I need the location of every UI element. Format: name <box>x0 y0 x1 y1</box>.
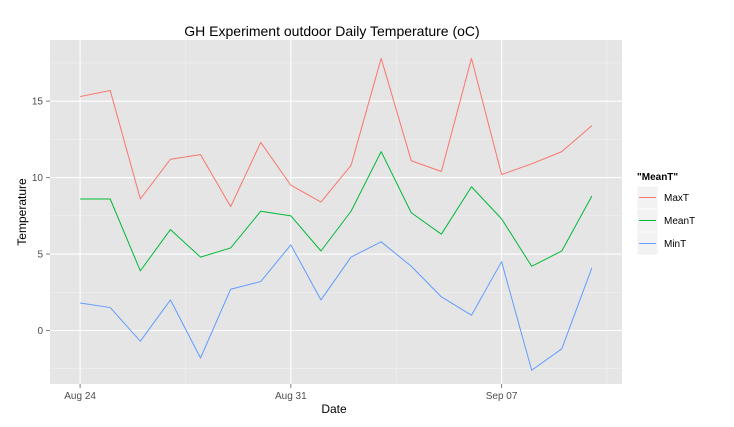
series-lines <box>80 57 593 371</box>
legend: "MeanT" MaxT MeanT MinT <box>636 172 695 256</box>
y-axis-title: Temperature <box>15 178 29 246</box>
legend-item-maxt: MaxT <box>636 185 689 210</box>
plot-panel <box>50 40 622 384</box>
y-tick-label: 5 <box>37 250 43 261</box>
legend-label: MeanT <box>664 216 695 227</box>
legend-title: "MeanT" <box>637 172 678 183</box>
legend-label: MaxT <box>664 193 689 204</box>
series-line-maxt <box>80 57 593 208</box>
chart-title: GH Experiment outdoor Daily Temperature … <box>184 23 479 39</box>
y-axis: 0 5 10 15 <box>32 97 50 337</box>
series-line-mint <box>80 241 593 371</box>
y-tick-label: 15 <box>32 97 44 108</box>
legend-item-meant: MeanT <box>636 208 695 233</box>
y-tick-label: 10 <box>32 173 44 184</box>
x-tick-label: Aug 31 <box>275 391 307 402</box>
x-axis: Aug 24 Aug 31 Sep 07 <box>64 384 518 402</box>
minor-gridlines <box>50 40 622 384</box>
series-line-meant <box>80 151 593 272</box>
x-tick-label: Aug 24 <box>64 391 96 402</box>
x-axis-title: Date <box>321 402 347 416</box>
y-tick-label: 0 <box>37 326 43 337</box>
x-tick-label: Sep 07 <box>486 391 518 402</box>
major-gridlines <box>50 40 622 384</box>
legend-label: MinT <box>664 239 686 250</box>
legend-item-mint: MinT <box>636 231 686 256</box>
